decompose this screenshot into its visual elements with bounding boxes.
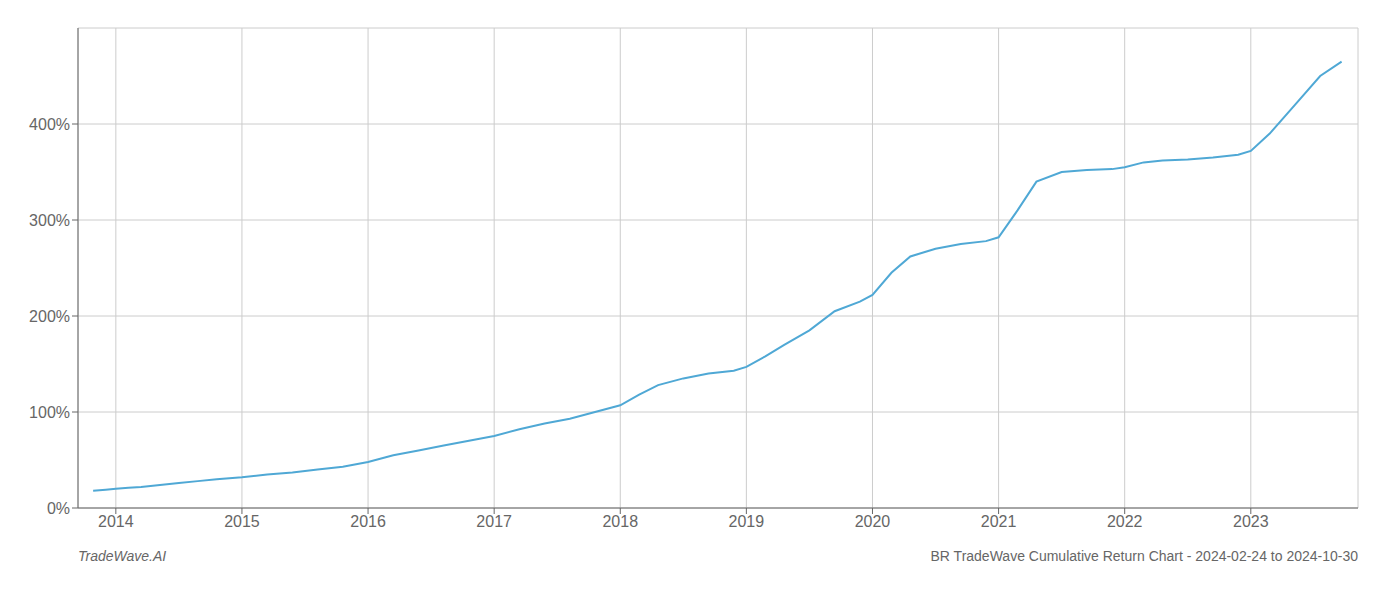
svg-text:2023: 2023 <box>1233 513 1269 530</box>
svg-text:2021: 2021 <box>981 513 1017 530</box>
svg-text:2016: 2016 <box>350 513 386 530</box>
svg-text:2022: 2022 <box>1107 513 1143 530</box>
svg-text:2014: 2014 <box>98 513 134 530</box>
svg-text:200%: 200% <box>29 308 70 325</box>
svg-text:2020: 2020 <box>855 513 891 530</box>
svg-text:300%: 300% <box>29 212 70 229</box>
svg-text:0%: 0% <box>47 500 70 517</box>
html-text:BR TradeWave Cumulative Return: BR TradeWave Cumulative Return Chart - 2… <box>930 548 1358 564</box>
svg-text:2019: 2019 <box>729 513 765 530</box>
svg-text:400%: 400% <box>29 116 70 133</box>
svg-text:100%: 100% <box>29 404 70 421</box>
svg-text:2017: 2017 <box>476 513 512 530</box>
svg-text:2015: 2015 <box>224 513 260 530</box>
svg-text:2018: 2018 <box>602 513 638 530</box>
html-text:TradeWave.AI: TradeWave.AI <box>78 548 167 564</box>
